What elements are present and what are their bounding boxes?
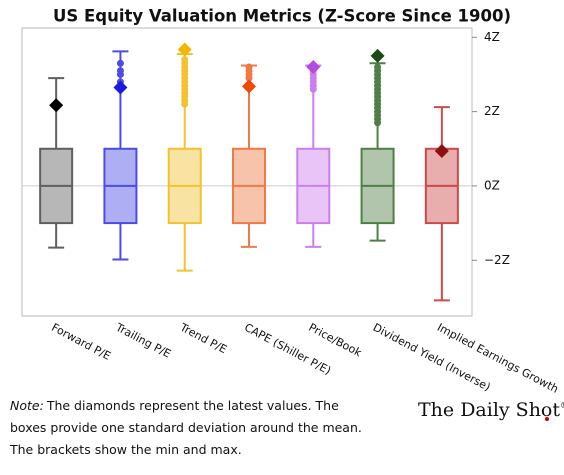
y-tick-label: 2Z	[484, 104, 500, 118]
latest-diamond	[434, 144, 449, 159]
logo-mark: ®	[560, 401, 564, 410]
chart-title: US Equity Valuation Metrics (Z-Score Sin…	[53, 7, 511, 26]
outlier	[374, 63, 382, 71]
note-line: The brackets show the min and max.	[9, 442, 242, 457]
plot-frame	[21, 27, 473, 317]
x-tick-label: Trend P/E	[177, 320, 229, 356]
outlier	[116, 67, 124, 75]
outlier	[181, 56, 189, 64]
logo-dot	[545, 417, 549, 421]
latest-diamond	[49, 98, 64, 113]
logo-text: The Daily Shot	[418, 399, 560, 421]
x-tick-label: Forward P/E	[49, 321, 113, 363]
latest-diamond	[113, 80, 128, 95]
y-tick-label: 0Z	[484, 178, 500, 192]
outlier	[116, 59, 124, 67]
logo: The Daily Shot®	[418, 399, 564, 421]
note-line: boxes provide one standard deviation aro…	[10, 420, 362, 435]
x-tick-label: Implied Earnings Growth	[435, 321, 561, 396]
latest-diamond	[306, 60, 321, 75]
x-tick-label: Price/Book	[306, 321, 364, 360]
x-tick-label: Dividend Yield (Inverse)	[371, 321, 493, 394]
note: Note: The diamonds represent the latest v…	[10, 398, 339, 413]
note-line: The diamonds represent the latest values…	[46, 398, 339, 413]
y-tick-label: 4Z	[484, 30, 500, 44]
latest-diamond	[370, 48, 385, 63]
latest-diamond	[177, 42, 192, 57]
outlier	[245, 63, 253, 71]
y-tick-label: −2Z	[484, 253, 510, 267]
note-label: Note:	[10, 398, 44, 413]
x-tick-label: Trailing P/E	[113, 320, 173, 360]
latest-diamond	[242, 79, 256, 94]
